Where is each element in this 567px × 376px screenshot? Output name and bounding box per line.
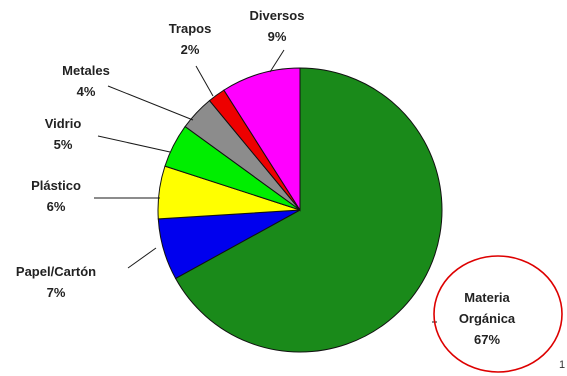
slice-name-2: Papel/Cartón xyxy=(16,264,96,279)
pie-slice-1 xyxy=(174,67,443,353)
slice-labels: Materia Orgánica 67% Papel/Cartón 7% Plástico… xyxy=(16,8,516,347)
slice-label-4: Vidrio 5% xyxy=(45,116,82,152)
slice-name-6: Trapos xyxy=(169,21,212,36)
slice-value-2: 7% xyxy=(47,285,66,300)
pie-slice-7 xyxy=(223,67,301,212)
slice-value-3: 6% xyxy=(47,199,66,214)
highlight-circle xyxy=(433,255,563,373)
leader-line-7 xyxy=(269,49,285,73)
slice-name-4: Vidrio xyxy=(45,116,82,131)
slice-name-7: Diversos xyxy=(250,8,305,23)
slice-value-1: 67% xyxy=(474,332,500,347)
leader-line-6 xyxy=(195,65,214,97)
slice-value-7: 9% xyxy=(268,29,287,44)
slice-label-5: Metales 4% xyxy=(62,63,110,99)
slice-label-6: Trapos 2% xyxy=(169,21,212,57)
pie-slices xyxy=(157,67,443,353)
slice-label-1: Materia Orgánica 67% xyxy=(459,290,516,347)
slice-value-4: 5% xyxy=(54,137,73,152)
slice-value-6: 2% xyxy=(181,42,200,57)
slice-name-3: Plástico xyxy=(31,178,81,193)
slice-label-2: Papel/Cartón 7% xyxy=(16,264,96,300)
corner-mark: 1 xyxy=(559,359,565,371)
slice-name-1: Orgánica xyxy=(459,311,516,326)
slice-value-5: 4% xyxy=(77,84,96,99)
leader-lines xyxy=(94,49,437,323)
slice-label-7: Diversos 9% xyxy=(250,8,305,44)
leader-line-4 xyxy=(97,135,171,153)
slice-name-1: Materia xyxy=(464,290,510,305)
slice-label-3: Plástico 6% xyxy=(31,178,81,214)
slice-name-5: Metales xyxy=(62,63,110,78)
leader-line-2 xyxy=(127,247,157,269)
leader-line-5 xyxy=(107,85,194,121)
